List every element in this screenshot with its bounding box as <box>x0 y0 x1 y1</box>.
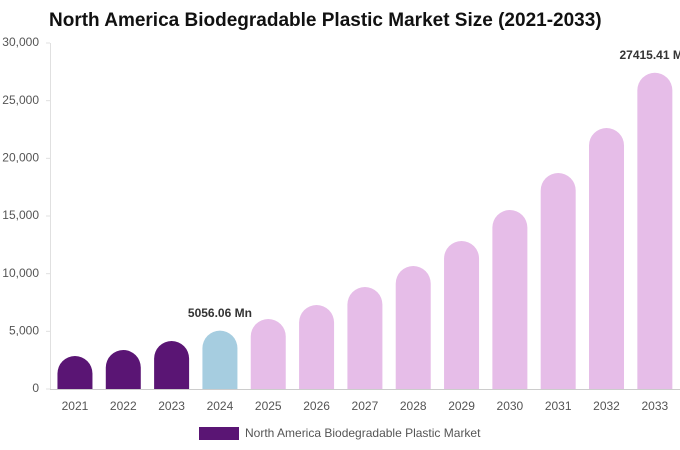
value-label: 27415.41 Mn <box>619 48 680 62</box>
x-tick-label: 2032 <box>593 399 620 413</box>
bar <box>250 319 286 389</box>
bar <box>105 350 141 389</box>
x-tick-label: 2029 <box>448 399 475 413</box>
x-tick-label: 2033 <box>641 399 668 413</box>
x-tick-label: 2025 <box>255 399 282 413</box>
bar <box>637 72 673 390</box>
chart-title: North America Biodegradable Plastic Mark… <box>49 10 602 31</box>
x-tick-label: 2026 <box>303 399 330 413</box>
legend-label: North America Biodegradable Plastic Mark… <box>245 426 481 440</box>
x-tick-label: 2023 <box>158 399 185 413</box>
y-tick-label: 5,000 <box>9 324 39 338</box>
x-tick-label: 2021 <box>62 399 89 413</box>
x-tick-label: 2024 <box>207 399 234 413</box>
bar <box>395 266 431 389</box>
bar <box>299 305 335 389</box>
bar <box>202 330 238 389</box>
value-label: 5056.06 Mn <box>188 306 252 320</box>
y-tick-label: 0 <box>32 381 39 395</box>
x-tick-label: 2027 <box>352 399 379 413</box>
legend-swatch <box>199 427 239 440</box>
bar <box>57 356 93 389</box>
bar <box>154 341 190 389</box>
x-tick-label: 2030 <box>497 399 524 413</box>
x-tick-label: 2031 <box>545 399 572 413</box>
bar <box>540 172 576 389</box>
y-tick-label: 10,000 <box>2 266 39 280</box>
y-tick-label: 20,000 <box>2 151 39 165</box>
y-tick-label: 25,000 <box>2 93 39 107</box>
x-tick-label: 2022 <box>110 399 137 413</box>
bar <box>444 241 480 389</box>
y-tick-label: 15,000 <box>2 208 39 222</box>
x-tick-label: 2028 <box>400 399 427 413</box>
bar <box>492 210 528 389</box>
y-tick-label: 30,000 <box>2 35 39 49</box>
bar <box>589 128 625 389</box>
bar <box>347 287 383 389</box>
